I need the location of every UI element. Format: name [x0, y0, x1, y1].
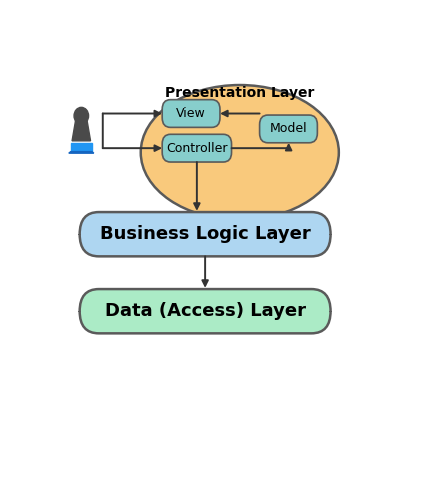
Polygon shape — [72, 122, 91, 141]
FancyBboxPatch shape — [162, 100, 220, 128]
Text: Data (Access) Layer: Data (Access) Layer — [105, 302, 305, 320]
Polygon shape — [69, 152, 94, 153]
Text: Presentation Layer: Presentation Layer — [165, 86, 314, 100]
Text: Business Logic Layer: Business Logic Layer — [100, 225, 311, 243]
Text: View: View — [176, 107, 206, 120]
FancyBboxPatch shape — [80, 289, 331, 334]
FancyBboxPatch shape — [80, 212, 331, 256]
Text: Controller: Controller — [166, 142, 227, 154]
FancyBboxPatch shape — [162, 134, 232, 162]
Circle shape — [74, 108, 89, 124]
Text: Model: Model — [270, 122, 308, 136]
FancyBboxPatch shape — [259, 115, 317, 143]
Ellipse shape — [141, 85, 339, 220]
Polygon shape — [71, 143, 92, 152]
